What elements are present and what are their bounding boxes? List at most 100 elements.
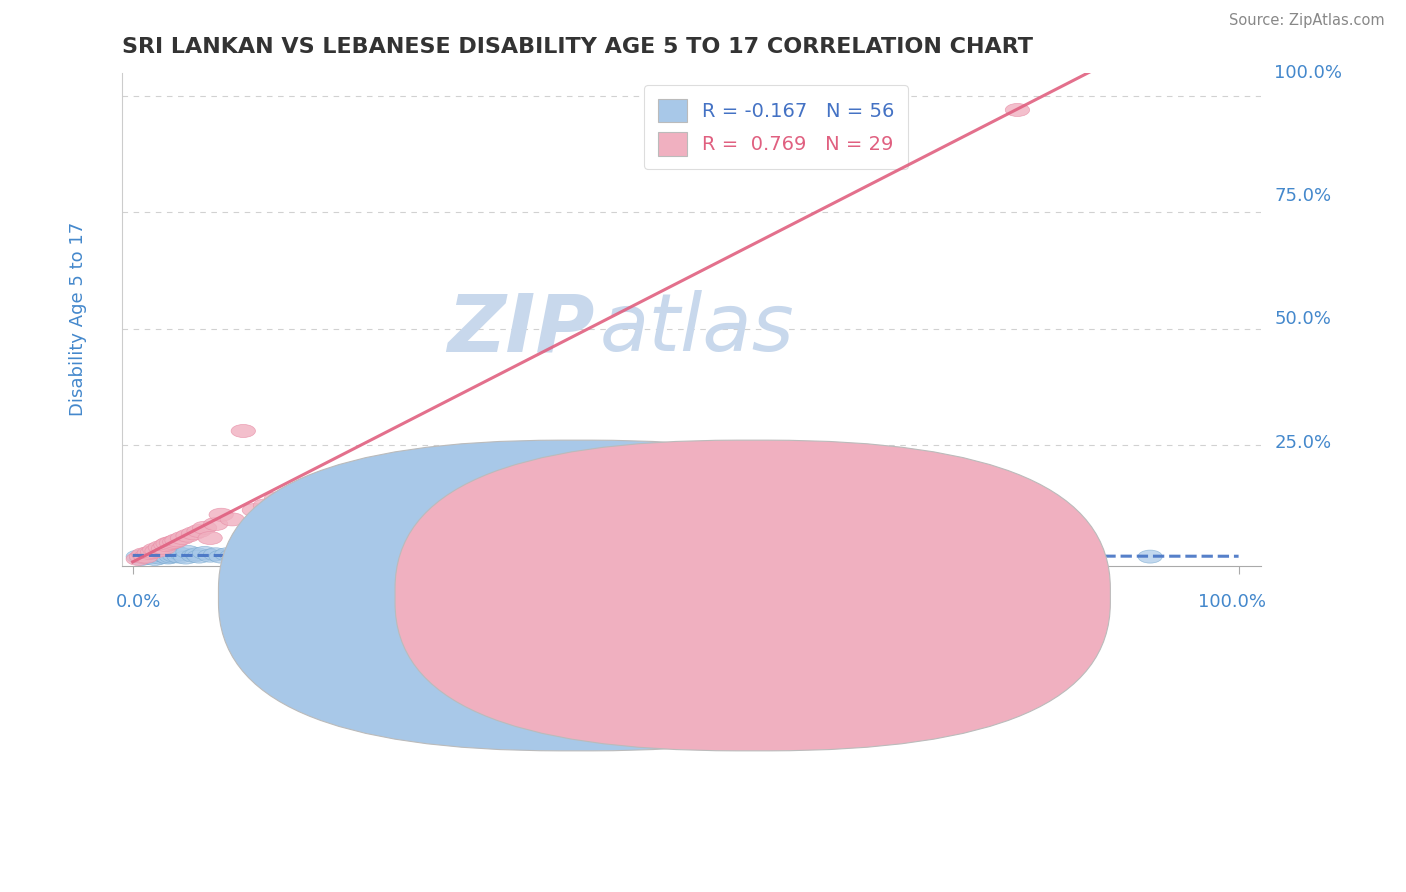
Ellipse shape bbox=[215, 548, 239, 561]
Ellipse shape bbox=[153, 545, 179, 558]
Ellipse shape bbox=[231, 425, 256, 437]
Ellipse shape bbox=[148, 551, 173, 564]
Ellipse shape bbox=[917, 549, 941, 562]
Text: 0.0%: 0.0% bbox=[115, 593, 162, 611]
Text: 25.0%: 25.0% bbox=[1274, 434, 1331, 451]
Ellipse shape bbox=[165, 533, 188, 547]
Text: 100.0%: 100.0% bbox=[1274, 63, 1343, 82]
Ellipse shape bbox=[165, 547, 188, 559]
Text: Lebanese: Lebanese bbox=[776, 587, 863, 605]
Ellipse shape bbox=[198, 549, 222, 562]
Ellipse shape bbox=[204, 517, 228, 531]
Ellipse shape bbox=[287, 548, 311, 561]
Ellipse shape bbox=[170, 548, 194, 561]
Ellipse shape bbox=[839, 550, 863, 563]
Ellipse shape bbox=[221, 513, 245, 526]
Ellipse shape bbox=[159, 550, 184, 563]
Ellipse shape bbox=[474, 549, 499, 562]
Ellipse shape bbox=[204, 548, 228, 561]
Text: SRI LANKAN VS LEBANESE DISABILITY AGE 5 TO 17 CORRELATION CHART: SRI LANKAN VS LEBANESE DISABILITY AGE 5 … bbox=[122, 37, 1032, 57]
Ellipse shape bbox=[209, 508, 233, 521]
Ellipse shape bbox=[148, 547, 173, 559]
Ellipse shape bbox=[153, 539, 179, 551]
Text: 100.0%: 100.0% bbox=[1198, 593, 1267, 611]
Ellipse shape bbox=[163, 549, 187, 562]
Ellipse shape bbox=[319, 550, 344, 563]
Ellipse shape bbox=[184, 548, 209, 561]
Ellipse shape bbox=[127, 552, 150, 566]
Ellipse shape bbox=[242, 504, 267, 516]
Ellipse shape bbox=[221, 549, 245, 562]
Ellipse shape bbox=[129, 550, 153, 563]
Ellipse shape bbox=[145, 548, 169, 561]
Ellipse shape bbox=[176, 545, 200, 558]
FancyBboxPatch shape bbox=[218, 440, 934, 751]
Ellipse shape bbox=[138, 547, 162, 559]
Ellipse shape bbox=[225, 547, 250, 559]
Ellipse shape bbox=[209, 550, 233, 563]
Ellipse shape bbox=[156, 537, 180, 550]
Ellipse shape bbox=[187, 550, 211, 563]
Ellipse shape bbox=[231, 550, 256, 563]
Ellipse shape bbox=[159, 548, 184, 561]
Text: 75.0%: 75.0% bbox=[1274, 187, 1331, 205]
Text: atlas: atlas bbox=[600, 290, 794, 368]
Ellipse shape bbox=[673, 550, 697, 563]
Ellipse shape bbox=[163, 535, 187, 549]
Ellipse shape bbox=[630, 549, 654, 562]
Ellipse shape bbox=[264, 492, 288, 505]
Ellipse shape bbox=[138, 551, 162, 564]
Ellipse shape bbox=[364, 549, 388, 562]
Ellipse shape bbox=[152, 549, 176, 562]
Ellipse shape bbox=[198, 532, 222, 544]
Ellipse shape bbox=[170, 532, 194, 544]
Text: Disability Age 5 to 17: Disability Age 5 to 17 bbox=[69, 222, 87, 417]
Ellipse shape bbox=[138, 548, 162, 561]
Ellipse shape bbox=[152, 541, 176, 555]
Ellipse shape bbox=[298, 549, 322, 562]
Ellipse shape bbox=[167, 550, 191, 563]
Ellipse shape bbox=[181, 527, 205, 540]
Ellipse shape bbox=[159, 536, 184, 549]
Ellipse shape bbox=[181, 549, 205, 562]
Ellipse shape bbox=[541, 548, 565, 561]
Ellipse shape bbox=[187, 524, 211, 538]
Ellipse shape bbox=[193, 547, 217, 559]
Text: 50.0%: 50.0% bbox=[1274, 310, 1331, 328]
Ellipse shape bbox=[430, 548, 454, 561]
Ellipse shape bbox=[253, 549, 277, 562]
Ellipse shape bbox=[342, 548, 366, 561]
Ellipse shape bbox=[129, 552, 153, 566]
Ellipse shape bbox=[176, 529, 200, 542]
Ellipse shape bbox=[276, 550, 299, 563]
Ellipse shape bbox=[1028, 550, 1052, 563]
Ellipse shape bbox=[142, 552, 167, 566]
Text: Source: ZipAtlas.com: Source: ZipAtlas.com bbox=[1229, 13, 1385, 29]
Ellipse shape bbox=[141, 550, 165, 563]
Ellipse shape bbox=[396, 550, 422, 563]
Ellipse shape bbox=[134, 551, 157, 564]
Text: ZIP: ZIP bbox=[447, 290, 595, 368]
Ellipse shape bbox=[193, 521, 217, 534]
Ellipse shape bbox=[1005, 103, 1029, 117]
Ellipse shape bbox=[134, 550, 157, 563]
Ellipse shape bbox=[1137, 550, 1163, 563]
Ellipse shape bbox=[156, 551, 180, 564]
Ellipse shape bbox=[142, 549, 167, 562]
Ellipse shape bbox=[585, 550, 609, 563]
Legend: R = -0.167   N = 56, R =  0.769   N = 29: R = -0.167 N = 56, R = 0.769 N = 29 bbox=[644, 85, 908, 169]
Ellipse shape bbox=[141, 545, 165, 558]
Ellipse shape bbox=[740, 549, 765, 562]
Text: Sri Lankans: Sri Lankans bbox=[600, 587, 704, 605]
Ellipse shape bbox=[253, 499, 277, 512]
Ellipse shape bbox=[145, 544, 169, 558]
Ellipse shape bbox=[264, 547, 288, 559]
Ellipse shape bbox=[153, 550, 179, 563]
Ellipse shape bbox=[148, 541, 173, 554]
Ellipse shape bbox=[132, 549, 156, 562]
Ellipse shape bbox=[242, 548, 267, 561]
FancyBboxPatch shape bbox=[395, 440, 1111, 751]
Ellipse shape bbox=[127, 550, 150, 563]
Ellipse shape bbox=[142, 543, 167, 556]
Ellipse shape bbox=[132, 548, 156, 561]
